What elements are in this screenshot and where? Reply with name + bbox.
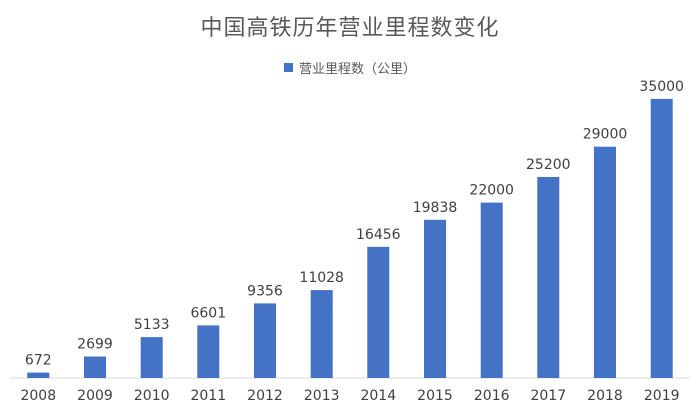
value-label-2017: 25200 — [526, 157, 571, 173]
x-tick-labels-group: 2008 2009 2010 2011 2012 2013 2014 2015 2016 2017… — [20, 388, 679, 404]
x-tick-2008: 2008 — [20, 388, 56, 404]
bar-2018 — [594, 146, 616, 378]
bar-2019 — [650, 98, 673, 379]
legend-swatch — [283, 63, 293, 72]
bar-2014 — [367, 246, 390, 378]
value-label-2016: 22000 — [469, 183, 514, 199]
value-labels-group: 672 2699 5133 6601 9356 11028 16456 19838 22000 2… — [25, 79, 684, 369]
bar-2009 — [84, 356, 106, 378]
chart-title: 中国高铁历年营业里程数变化 — [200, 16, 500, 41]
bar-2015 — [424, 219, 446, 378]
value-label-2012: 9356 — [247, 283, 283, 299]
x-tick-2012: 2012 — [247, 388, 283, 404]
x-tick-2016: 2016 — [474, 388, 510, 404]
bar-2016 — [480, 202, 503, 378]
chart-legend: 营业里程数（公里） — [0, 58, 700, 77]
x-tick-2015: 2015 — [417, 388, 453, 404]
x-tick-2013: 2013 — [304, 388, 340, 404]
bars-group — [27, 98, 673, 379]
value-label-2010: 5133 — [134, 317, 170, 333]
x-tick-2009: 2009 — [77, 388, 113, 404]
x-tick-2018: 2018 — [587, 388, 623, 404]
value-label-2013: 11028 — [299, 270, 344, 286]
value-label-2018: 29000 — [583, 127, 628, 143]
x-tick-2019: 2019 — [644, 388, 680, 404]
bar-2013 — [310, 290, 333, 378]
value-label-2014: 16456 — [356, 227, 401, 243]
x-tick-2014: 2014 — [360, 388, 396, 404]
value-label-2015: 19838 — [413, 200, 458, 216]
bar-2017 — [537, 177, 560, 378]
value-label-2011: 6601 — [190, 305, 226, 321]
legend-label: 营业里程数（公里） — [298, 62, 416, 77]
bar-2012 — [254, 303, 276, 378]
bar-2010 — [140, 337, 163, 378]
x-tick-2011: 2011 — [190, 388, 226, 404]
x-tick-2017: 2017 — [530, 388, 566, 404]
value-label-2008: 672 — [25, 353, 52, 369]
value-label-2019: 35000 — [639, 79, 684, 95]
bar-2008 — [27, 372, 50, 378]
x-tick-2010: 2010 — [134, 388, 170, 404]
bar-2011 — [197, 325, 220, 378]
value-label-2009: 2699 — [77, 337, 113, 353]
